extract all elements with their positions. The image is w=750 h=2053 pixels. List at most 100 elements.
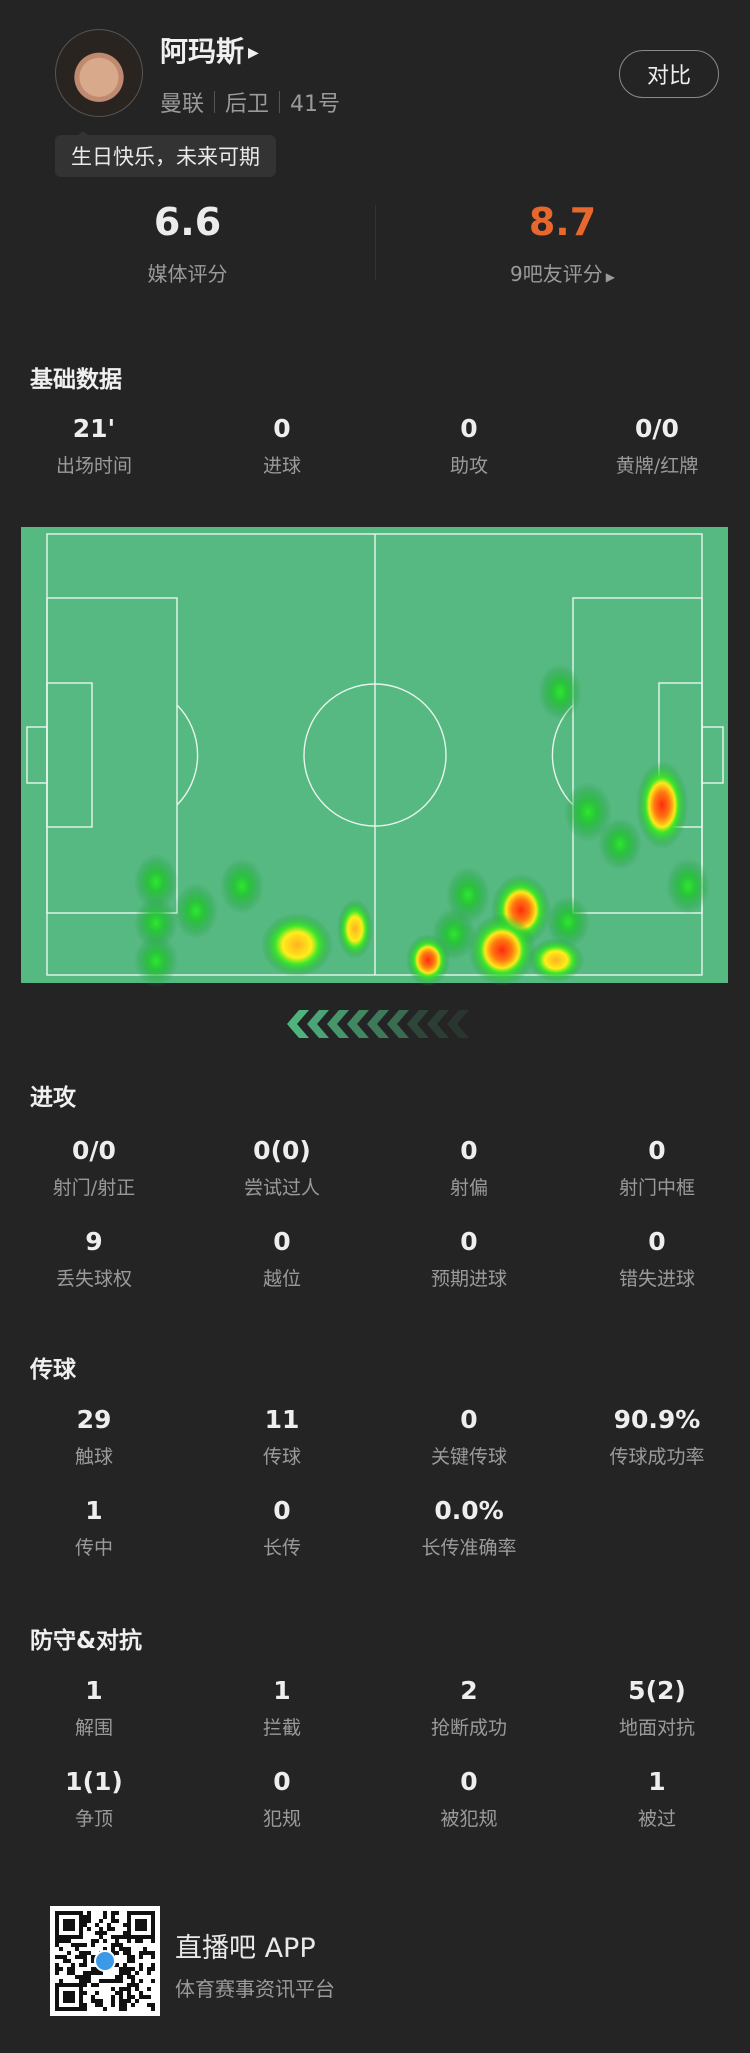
heat-spot — [134, 897, 178, 949]
stat-passing: 0 关键传球 — [375, 1405, 563, 1469]
stat-value: 11 — [264, 1405, 300, 1434]
stat-attack: 0 射偏 — [375, 1136, 563, 1200]
stat-value: 0/0 — [72, 1136, 116, 1165]
media-rating-label: 媒体评分 — [147, 262, 228, 286]
stat-attack: 0/0 射门/射正 — [0, 1136, 188, 1200]
section-title-attack: 进攻 — [30, 1085, 76, 1111]
stat-value: 1(1) — [65, 1767, 123, 1796]
media-rating: 6.6 媒体评分 — [0, 200, 375, 287]
stat-value: 1 — [273, 1676, 291, 1705]
stat-defense: 5(2) 地面对抗 — [563, 1676, 750, 1740]
heat-spot — [261, 913, 333, 977]
heat-spot — [134, 854, 178, 910]
stat-value: 0 — [273, 1496, 291, 1525]
media-rating-value: 6.6 — [153, 200, 222, 244]
stat-basic: 21' 出场时间 — [0, 414, 188, 478]
chevron-left-icon — [327, 1010, 349, 1038]
fan-rating[interactable]: 8.7 9吧友评分 ▶ — [375, 200, 750, 287]
stat-defense: 1(1) 争顶 — [0, 1767, 188, 1831]
stat-value: 0/0 — [635, 414, 679, 443]
stat-label: 射门/射正 — [52, 1177, 136, 1199]
stat-value: 0 — [460, 1136, 478, 1165]
stat-passing: 0 长传 — [188, 1496, 376, 1560]
stat-value: 9 — [85, 1227, 103, 1256]
app-name: 直播吧 APP — [175, 1933, 316, 1964]
player-position: 后卫 — [225, 92, 270, 117]
stat-defense: 1 被过 — [563, 1767, 750, 1831]
stat-defense: 0 被犯规 — [375, 1767, 563, 1831]
compare-button[interactable]: 对比 — [619, 50, 719, 98]
stat-label: 拦截 — [262, 1717, 301, 1739]
stat-value: 0(0) — [253, 1136, 311, 1165]
fan-rating-text: 9吧友评分 — [510, 262, 603, 286]
fan-rating-label[interactable]: 9吧友评分 ▶ — [375, 258, 750, 287]
stat-label: 助攻 — [449, 455, 488, 477]
stat-defense: 0 犯规 — [188, 1767, 376, 1831]
stat-label: 传球成功率 — [609, 1446, 705, 1468]
stat-label: 黄牌/红牌 — [615, 455, 699, 477]
chevron-left-icon — [447, 1010, 469, 1038]
chevron-left-icon — [427, 1010, 449, 1038]
chevron-left-icon — [287, 1010, 309, 1038]
section-title-defense: 防守&对抗 — [30, 1628, 143, 1654]
stat-label: 错失进球 — [618, 1268, 695, 1290]
qr-code-pattern — [55, 1911, 155, 2011]
chevron-left-icon — [387, 1010, 409, 1038]
stat-label: 触球 — [74, 1446, 113, 1468]
section-title-passing: 传球 — [30, 1357, 76, 1383]
player-avatar[interactable] — [55, 29, 143, 117]
heat-spot — [546, 896, 590, 948]
stat-label: 长传 — [262, 1537, 301, 1559]
heat-spot — [598, 818, 642, 870]
stat-value: 5(2) — [628, 1676, 686, 1705]
heat-spot — [174, 883, 218, 939]
stat-label: 传球 — [262, 1446, 301, 1468]
birthday-tooltip: 生日快乐，未来可期 — [55, 131, 276, 177]
stat-label: 尝试过人 — [243, 1177, 320, 1199]
stat-attack: 0 预期进球 — [375, 1227, 563, 1291]
shirt-number: 41号 — [290, 92, 341, 117]
heatmap-pitch — [21, 527, 728, 1038]
stat-value: 0 — [273, 414, 291, 443]
chevron-left-icon — [407, 1010, 429, 1038]
heat-spot — [406, 934, 450, 986]
section-title-basic: 基础数据 — [30, 367, 122, 393]
stat-value: 0.0% — [434, 1496, 504, 1525]
heat-spot — [564, 782, 612, 842]
stat-label: 犯规 — [262, 1808, 301, 1830]
stat-basic: 0 进球 — [188, 414, 376, 478]
stat-defense: 2 抢断成功 — [375, 1676, 563, 1740]
stat-passing: 0.0% 长传准确率 — [375, 1496, 563, 1560]
stat-value: 0 — [460, 1767, 478, 1796]
stat-value: 1 — [85, 1496, 103, 1525]
stat-attack: 0 错失进球 — [563, 1227, 750, 1291]
stat-value: 0 — [460, 414, 478, 443]
heat-spot — [220, 858, 264, 914]
app-logo-icon — [94, 1950, 116, 1972]
stat-label: 关键传球 — [430, 1446, 507, 1468]
stat-label: 越位 — [262, 1268, 301, 1290]
stat-passing: 90.9% 传球成功率 — [563, 1405, 750, 1469]
stat-label: 出场时间 — [55, 455, 132, 477]
divider — [214, 91, 216, 113]
heatmap-layer — [134, 664, 710, 987]
stat-value: 0 — [273, 1227, 291, 1256]
stat-label: 抢断成功 — [430, 1717, 507, 1739]
app-slogan: 体育赛事资讯平台 — [175, 1977, 335, 2001]
stat-label: 争顶 — [74, 1808, 113, 1830]
stat-label: 射偏 — [449, 1177, 488, 1199]
stat-label: 被犯规 — [440, 1808, 498, 1830]
stat-attack: 9 丢失球权 — [0, 1227, 188, 1291]
stat-label: 被过 — [637, 1808, 676, 1830]
chevron-left-icon — [307, 1010, 329, 1038]
qr-code — [50, 1906, 160, 2016]
stat-attack: 0(0) 尝试过人 — [188, 1136, 376, 1200]
player-name-link[interactable]: 阿玛斯 ▶ — [160, 30, 259, 70]
stat-value: 90.9% — [613, 1405, 701, 1434]
chevron-left-icon — [367, 1010, 389, 1038]
stat-value: 0 — [460, 1405, 478, 1434]
heat-spot — [538, 664, 582, 720]
stat-value: 2 — [460, 1676, 478, 1705]
stat-defense: 1 拦截 — [188, 1676, 376, 1740]
stat-label: 射门中框 — [618, 1177, 695, 1199]
